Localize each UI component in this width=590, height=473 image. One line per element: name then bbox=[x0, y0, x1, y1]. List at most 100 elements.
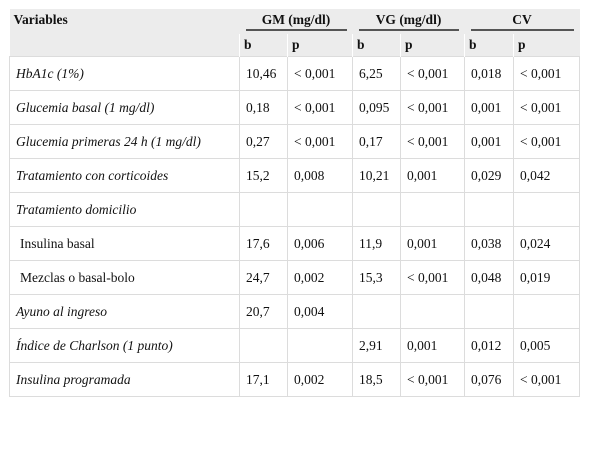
row-label: Insulina programada bbox=[9, 362, 240, 397]
cell-gm-b: 24,7 bbox=[239, 260, 288, 295]
cell-gm-b: 0,18 bbox=[239, 90, 288, 125]
cell-gm-b bbox=[239, 192, 288, 227]
cell-gm-p: < 0,001 bbox=[287, 56, 353, 91]
cell-cv-p: < 0,001 bbox=[513, 90, 580, 125]
cell-vg-b: 11,9 bbox=[352, 226, 401, 261]
cell-vg-p: < 0,001 bbox=[400, 56, 465, 91]
cell-vg-b bbox=[352, 192, 401, 227]
cell-gm-b bbox=[239, 328, 288, 363]
cell-cv-b: 0,018 bbox=[464, 56, 514, 91]
cell-gm-p: 0,002 bbox=[287, 260, 353, 295]
cell-cv-b: 0,001 bbox=[464, 90, 514, 125]
cell-cv-b bbox=[464, 192, 514, 227]
cell-vg-b: 6,25 bbox=[352, 56, 401, 91]
group-header-cv-label: CV bbox=[470, 12, 574, 31]
cell-cv-b bbox=[464, 294, 514, 329]
cell-gm-b: 0,27 bbox=[239, 124, 288, 159]
cell-cv-b: 0,038 bbox=[464, 226, 514, 261]
row-label: Tratamiento domicilio bbox=[9, 192, 240, 227]
regression-table: Variables GM (mg/dl) VG (mg/dl) CV b p b… bbox=[9, 9, 580, 397]
table-header: Variables GM (mg/dl) VG (mg/dl) CV b p b… bbox=[9, 9, 580, 57]
cell-gm-b: 17,1 bbox=[239, 362, 288, 397]
cell-vg-p bbox=[400, 192, 465, 227]
cell-cv-p bbox=[513, 192, 580, 227]
row-label: Índice de Charlson (1 punto) bbox=[9, 328, 240, 363]
row-label: Tratamiento con corticoides bbox=[9, 158, 240, 193]
results-table-container: Variables GM (mg/dl) VG (mg/dl) CV b p b… bbox=[9, 9, 580, 397]
cell-vg-b: 15,3 bbox=[352, 260, 401, 295]
header-row-subcolumns: b p b p b p bbox=[9, 34, 580, 57]
cell-gm-b: 15,2 bbox=[239, 158, 288, 193]
table-row: HbA1c (1%) 10,46 < 0,001 6,25 < 0,001 0,… bbox=[9, 56, 580, 91]
table-row: Insulina programada 17,1 0,002 18,5 < 0,… bbox=[9, 362, 580, 397]
cell-gm-p: 0,004 bbox=[287, 294, 353, 329]
table-row: Tratamiento domicilio bbox=[9, 192, 580, 227]
group-header-vg: VG (mg/dl) bbox=[352, 9, 465, 34]
subheader-cv-p: p bbox=[513, 34, 580, 57]
cell-cv-b: 0,012 bbox=[464, 328, 514, 363]
row-label: Glucemia primeras 24 h (1 mg/dl) bbox=[9, 124, 240, 159]
cell-gm-p bbox=[287, 328, 353, 363]
cell-vg-p: < 0,001 bbox=[400, 90, 465, 125]
table-body: HbA1c (1%) 10,46 < 0,001 6,25 < 0,001 0,… bbox=[9, 56, 580, 397]
cell-cv-b: 0,048 bbox=[464, 260, 514, 295]
cell-vg-b: 2,91 bbox=[352, 328, 401, 363]
row-label: Glucemia basal (1 mg/dl) bbox=[9, 90, 240, 125]
cell-vg-b: 0,17 bbox=[352, 124, 401, 159]
cell-gm-p: 0,008 bbox=[287, 158, 353, 193]
group-header-gm: GM (mg/dl) bbox=[239, 9, 353, 34]
cell-vg-p: < 0,001 bbox=[400, 260, 465, 295]
table-row: Glucemia primeras 24 h (1 mg/dl) 0,27 < … bbox=[9, 124, 580, 159]
table-row: Mezclas o basal-bolo 24,7 0,002 15,3 < 0… bbox=[9, 260, 580, 295]
cell-vg-p: 0,001 bbox=[400, 328, 465, 363]
cell-vg-b: 18,5 bbox=[352, 362, 401, 397]
row-label: HbA1c (1%) bbox=[9, 56, 240, 91]
cell-gm-p: 0,002 bbox=[287, 362, 353, 397]
cell-gm-p: 0,006 bbox=[287, 226, 353, 261]
cell-cv-p: < 0,001 bbox=[513, 362, 580, 397]
cell-cv-b: 0,001 bbox=[464, 124, 514, 159]
subheader-vg-b: b bbox=[352, 34, 401, 57]
group-header-cv: CV bbox=[464, 9, 580, 34]
row-label: Mezclas o basal-bolo bbox=[9, 260, 240, 295]
subheader-cv-b: b bbox=[464, 34, 514, 57]
subheader-gm-p: p bbox=[287, 34, 353, 57]
cell-cv-p bbox=[513, 294, 580, 329]
cell-cv-b: 0,076 bbox=[464, 362, 514, 397]
cell-vg-b: 10,21 bbox=[352, 158, 401, 193]
row-label: Insulina basal bbox=[9, 226, 240, 261]
variables-header: Variables bbox=[9, 9, 240, 34]
cell-vg-p: 0,001 bbox=[400, 226, 465, 261]
cell-cv-b: 0,029 bbox=[464, 158, 514, 193]
subheader-gm-b: b bbox=[239, 34, 288, 57]
table-row: Índice de Charlson (1 punto) 2,91 0,001 … bbox=[9, 328, 580, 363]
cell-gm-b: 17,6 bbox=[239, 226, 288, 261]
group-header-gm-label: GM (mg/dl) bbox=[245, 12, 347, 31]
group-header-vg-label: VG (mg/dl) bbox=[358, 12, 459, 31]
cell-vg-p: < 0,001 bbox=[400, 362, 465, 397]
cell-cv-p: < 0,001 bbox=[513, 56, 580, 91]
cell-vg-p: 0,001 bbox=[400, 158, 465, 193]
header-row-groups: Variables GM (mg/dl) VG (mg/dl) CV bbox=[9, 9, 580, 34]
cell-gm-p bbox=[287, 192, 353, 227]
cell-gm-p: < 0,001 bbox=[287, 90, 353, 125]
cell-vg-b: 0,095 bbox=[352, 90, 401, 125]
table-row: Insulina basal 17,6 0,006 11,9 0,001 0,0… bbox=[9, 226, 580, 261]
header-blank-cell bbox=[9, 34, 240, 57]
cell-cv-p: 0,042 bbox=[513, 158, 580, 193]
cell-vg-p bbox=[400, 294, 465, 329]
cell-cv-p: 0,019 bbox=[513, 260, 580, 295]
cell-gm-b: 20,7 bbox=[239, 294, 288, 329]
cell-cv-p: 0,024 bbox=[513, 226, 580, 261]
cell-vg-p: < 0,001 bbox=[400, 124, 465, 159]
table-row: Glucemia basal (1 mg/dl) 0,18 < 0,001 0,… bbox=[9, 90, 580, 125]
subheader-vg-p: p bbox=[400, 34, 465, 57]
cell-gm-b: 10,46 bbox=[239, 56, 288, 91]
cell-vg-b bbox=[352, 294, 401, 329]
table-row: Tratamiento con corticoides 15,2 0,008 1… bbox=[9, 158, 580, 193]
cell-cv-p: 0,005 bbox=[513, 328, 580, 363]
cell-gm-p: < 0,001 bbox=[287, 124, 353, 159]
table-row: Ayuno al ingreso 20,7 0,004 bbox=[9, 294, 580, 329]
cell-cv-p: < 0,001 bbox=[513, 124, 580, 159]
row-label: Ayuno al ingreso bbox=[9, 294, 240, 329]
